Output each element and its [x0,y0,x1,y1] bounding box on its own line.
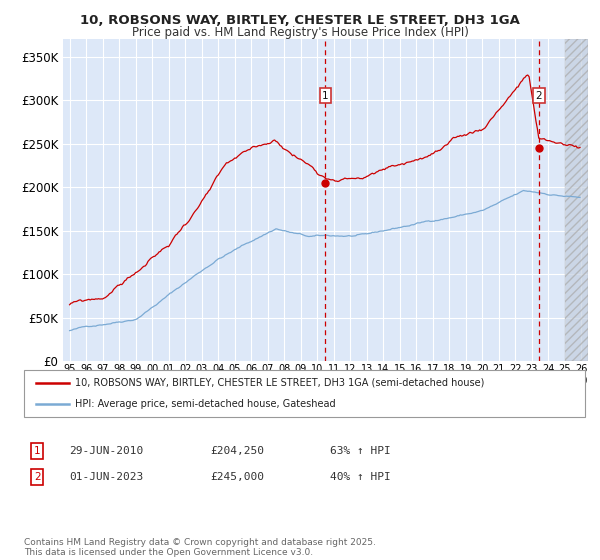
Text: £245,000: £245,000 [210,472,264,482]
Text: 63% ↑ HPI: 63% ↑ HPI [330,446,391,456]
Text: 29-JUN-2010: 29-JUN-2010 [69,446,143,456]
Text: 1: 1 [34,446,41,456]
Text: 2: 2 [535,91,542,101]
Text: 2: 2 [34,472,41,482]
Text: 10, ROBSONS WAY, BIRTLEY, CHESTER LE STREET, DH3 1GA (semi-detached house): 10, ROBSONS WAY, BIRTLEY, CHESTER LE STR… [75,378,484,388]
Text: 01-JUN-2023: 01-JUN-2023 [69,472,143,482]
Text: Price paid vs. HM Land Registry's House Price Index (HPI): Price paid vs. HM Land Registry's House … [131,26,469,39]
Text: £204,250: £204,250 [210,446,264,456]
Bar [565,39,588,361]
Text: HPI: Average price, semi-detached house, Gateshead: HPI: Average price, semi-detached house,… [75,399,335,409]
Text: 1: 1 [322,91,329,101]
Text: Contains HM Land Registry data © Crown copyright and database right 2025.
This d: Contains HM Land Registry data © Crown c… [24,538,376,557]
Text: 10, ROBSONS WAY, BIRTLEY, CHESTER LE STREET, DH3 1GA: 10, ROBSONS WAY, BIRTLEY, CHESTER LE STR… [80,14,520,27]
Text: 40% ↑ HPI: 40% ↑ HPI [330,472,391,482]
